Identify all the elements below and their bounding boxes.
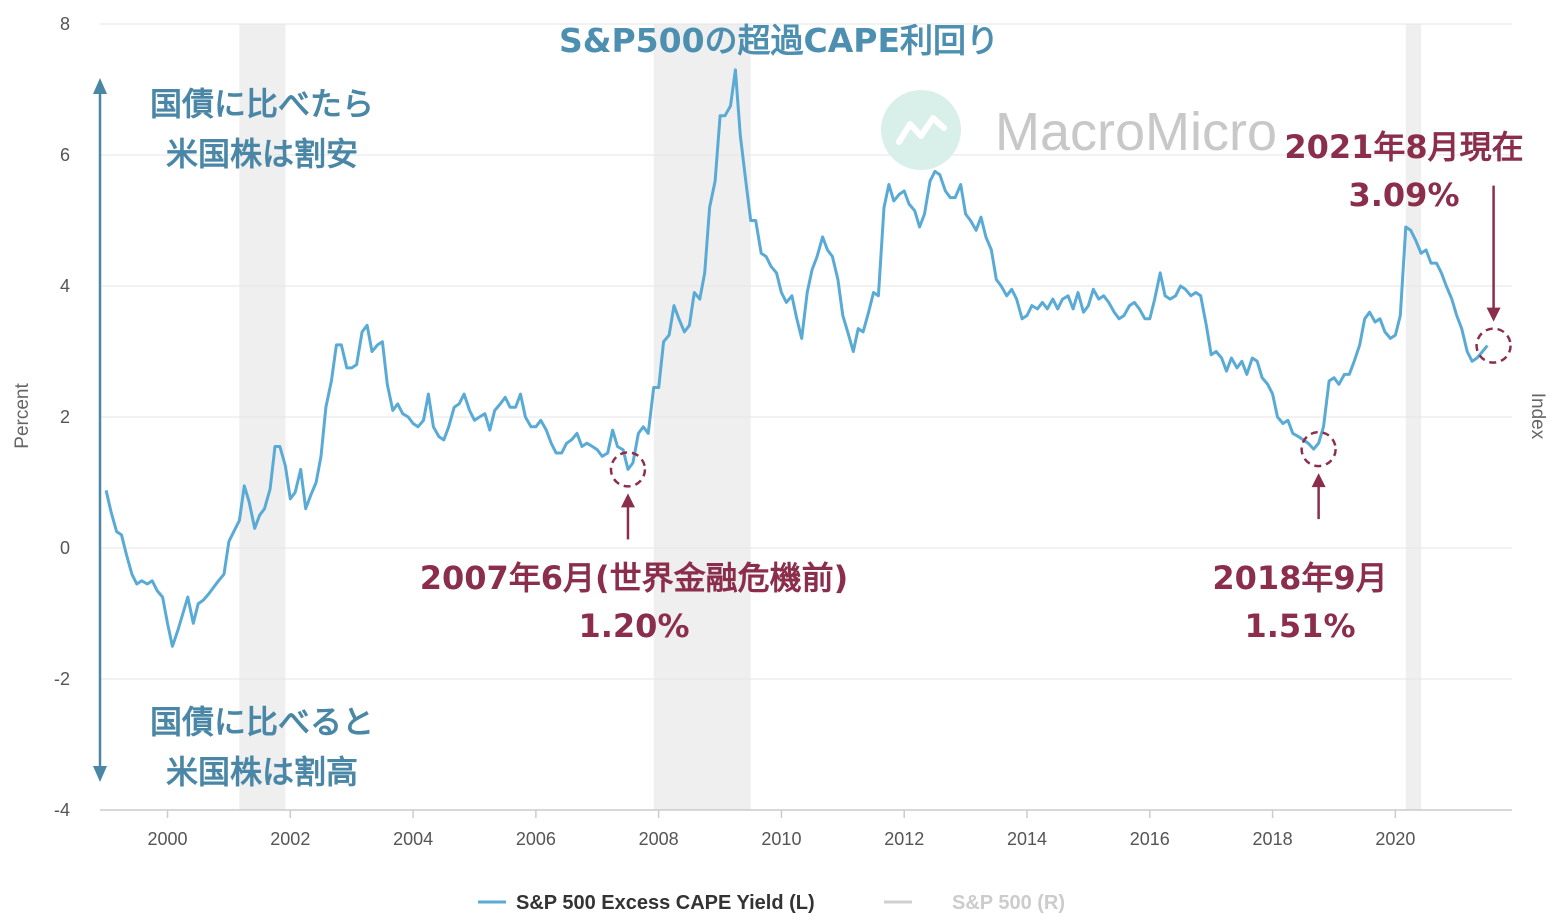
watermark-text: MacroMicro xyxy=(995,102,1277,162)
x-tick-label: 2016 xyxy=(1130,829,1170,849)
annotation-arrow-head-2 xyxy=(1486,307,1501,322)
annotation-circle-0 xyxy=(609,451,647,488)
annotation-2007-line2: 1.20% xyxy=(578,607,689,645)
macromicro-logo-icon xyxy=(881,90,961,170)
annotation-arrow-head-1 xyxy=(1311,473,1326,488)
x-tick-label: 2010 xyxy=(761,829,801,849)
annotation-arrow-head-0 xyxy=(620,493,635,508)
side-note-bottom-line2: 米国株は割高 xyxy=(166,753,358,791)
x-tick-label: 2018 xyxy=(1253,829,1293,849)
y-tick-label: 2 xyxy=(60,407,70,427)
legend-item-excess-cape-yield[interactable]: S&P 500 Excess CAPE Yield (L) xyxy=(478,892,815,914)
y-tick-label: -4 xyxy=(54,800,70,820)
logo-zigzag xyxy=(896,115,947,145)
y-axis-title-left: Percent xyxy=(12,383,33,449)
x-tick-label: 2002 xyxy=(270,829,310,849)
y-tick-label: 8 xyxy=(60,14,70,34)
x-tick-label: 2000 xyxy=(148,829,188,849)
annotations xyxy=(609,185,1512,540)
legend-label-sp500: S&P 500 (R) xyxy=(952,892,1065,914)
series-line-excess-cape-yield xyxy=(104,68,1489,648)
side-note-top-line2: 米国株は割安 xyxy=(166,135,358,173)
gridlines xyxy=(100,23,1512,680)
y-tick-label: 4 xyxy=(60,276,70,296)
valuation-direction-arrow xyxy=(93,78,107,782)
x-tick-label: 2008 xyxy=(639,829,679,849)
y-tick-label: -2 xyxy=(54,669,70,689)
x-axis: 2000 2002 2004 2006 2008 2010 2012 2014 2016 2018… xyxy=(148,810,1415,849)
annotation-2018-line1: 2018年9月 xyxy=(1212,559,1387,597)
side-note-top-line1: 国債に比べたら xyxy=(150,85,374,123)
y-axis-title-right: Index xyxy=(1527,393,1548,440)
x-tick-label: 2006 xyxy=(516,829,556,849)
legend-label-excess-cape-yield: S&P 500 Excess CAPE Yield (L) xyxy=(516,892,815,914)
annotation-2018-line2: 1.51% xyxy=(1244,607,1355,645)
annotation-circle-2 xyxy=(1475,327,1512,364)
annotation-circle-1 xyxy=(1300,430,1337,468)
annotation-2021-line2: 3.09% xyxy=(1348,176,1459,214)
x-tick-label: 2004 xyxy=(393,829,433,849)
legend-item-sp500[interactable]: S&P 500 (R) xyxy=(884,892,1065,914)
chart-title: S&P500の超過CAPE利回り xyxy=(559,21,999,60)
annotation-2021-line1: 2021年8月現在 xyxy=(1284,128,1523,166)
x-tick-label: 2020 xyxy=(1375,829,1415,849)
side-note-bottom-line1: 国債に比べると xyxy=(150,703,374,741)
annotation-2007-line1: 2007年6月(世界金融危機前) xyxy=(420,559,849,597)
y-tick-label: 0 xyxy=(60,538,70,558)
legend: S&P 500 Excess CAPE Yield (L) S&P 500 (R… xyxy=(478,892,1065,914)
watermark: MacroMicro xyxy=(881,90,1277,170)
y-tick-label: 6 xyxy=(60,145,70,165)
x-tick-label: 2014 xyxy=(1007,829,1047,849)
y-axis: -4 -2 0 2 4 6 8 xyxy=(54,14,70,820)
x-tick-label: 2012 xyxy=(884,829,924,849)
